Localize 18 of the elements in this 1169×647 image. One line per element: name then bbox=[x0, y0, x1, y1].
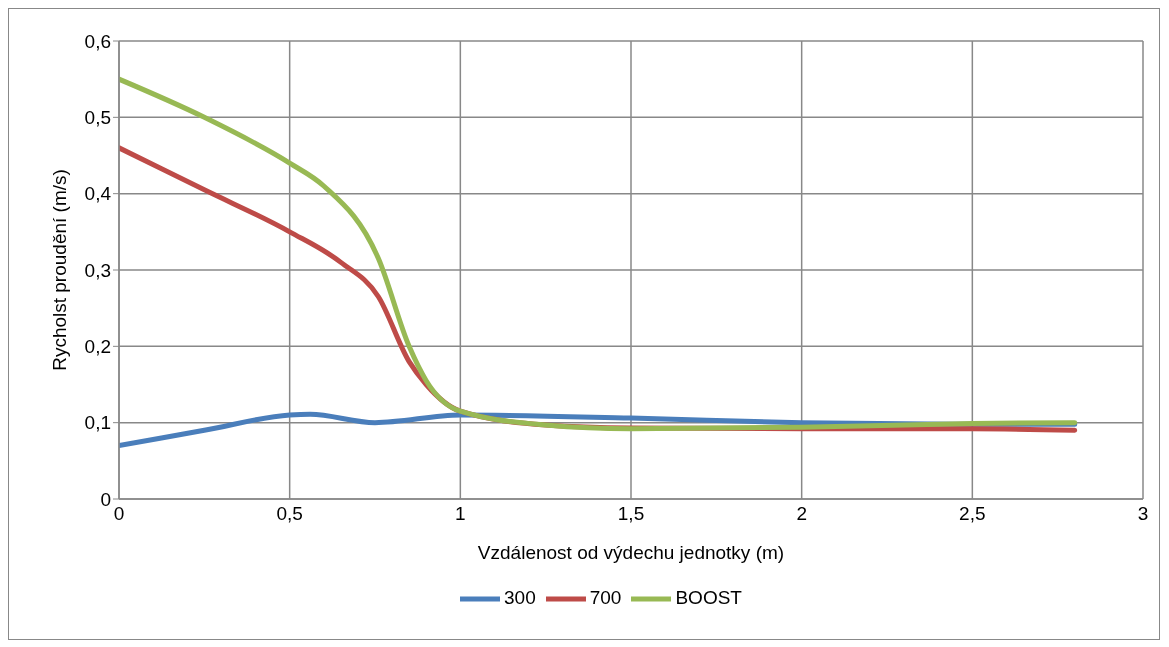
legend-label: 700 bbox=[589, 587, 622, 609]
legend-label: 300 bbox=[504, 587, 536, 609]
legend-label: BOOST bbox=[675, 587, 742, 609]
y-tick-label: 0,2 bbox=[84, 336, 111, 358]
x-tick-label: 1,5 bbox=[617, 503, 645, 525]
y-axis-title: Rycholst proudění (m/s) bbox=[48, 169, 70, 371]
y-tick-label: 0,6 bbox=[84, 30, 111, 52]
y-tick-label: 0,4 bbox=[84, 183, 112, 205]
y-tick-label: 0,5 bbox=[84, 107, 111, 129]
y-tick-label: 0,1 bbox=[84, 412, 111, 434]
x-axis-title: Vzdálenost od výdechu jednotky (m) bbox=[477, 542, 785, 563]
x-tick-label: 2,5 bbox=[959, 503, 986, 525]
y-tick-label: 0 bbox=[100, 488, 111, 510]
y-tick-label: 0,3 bbox=[84, 259, 111, 281]
x-tick-label: 0,5 bbox=[276, 503, 303, 525]
x-tick-label: 2 bbox=[796, 503, 807, 525]
x-tick-label: 3 bbox=[1137, 503, 1149, 525]
x-tick-label: 1 bbox=[455, 503, 466, 525]
